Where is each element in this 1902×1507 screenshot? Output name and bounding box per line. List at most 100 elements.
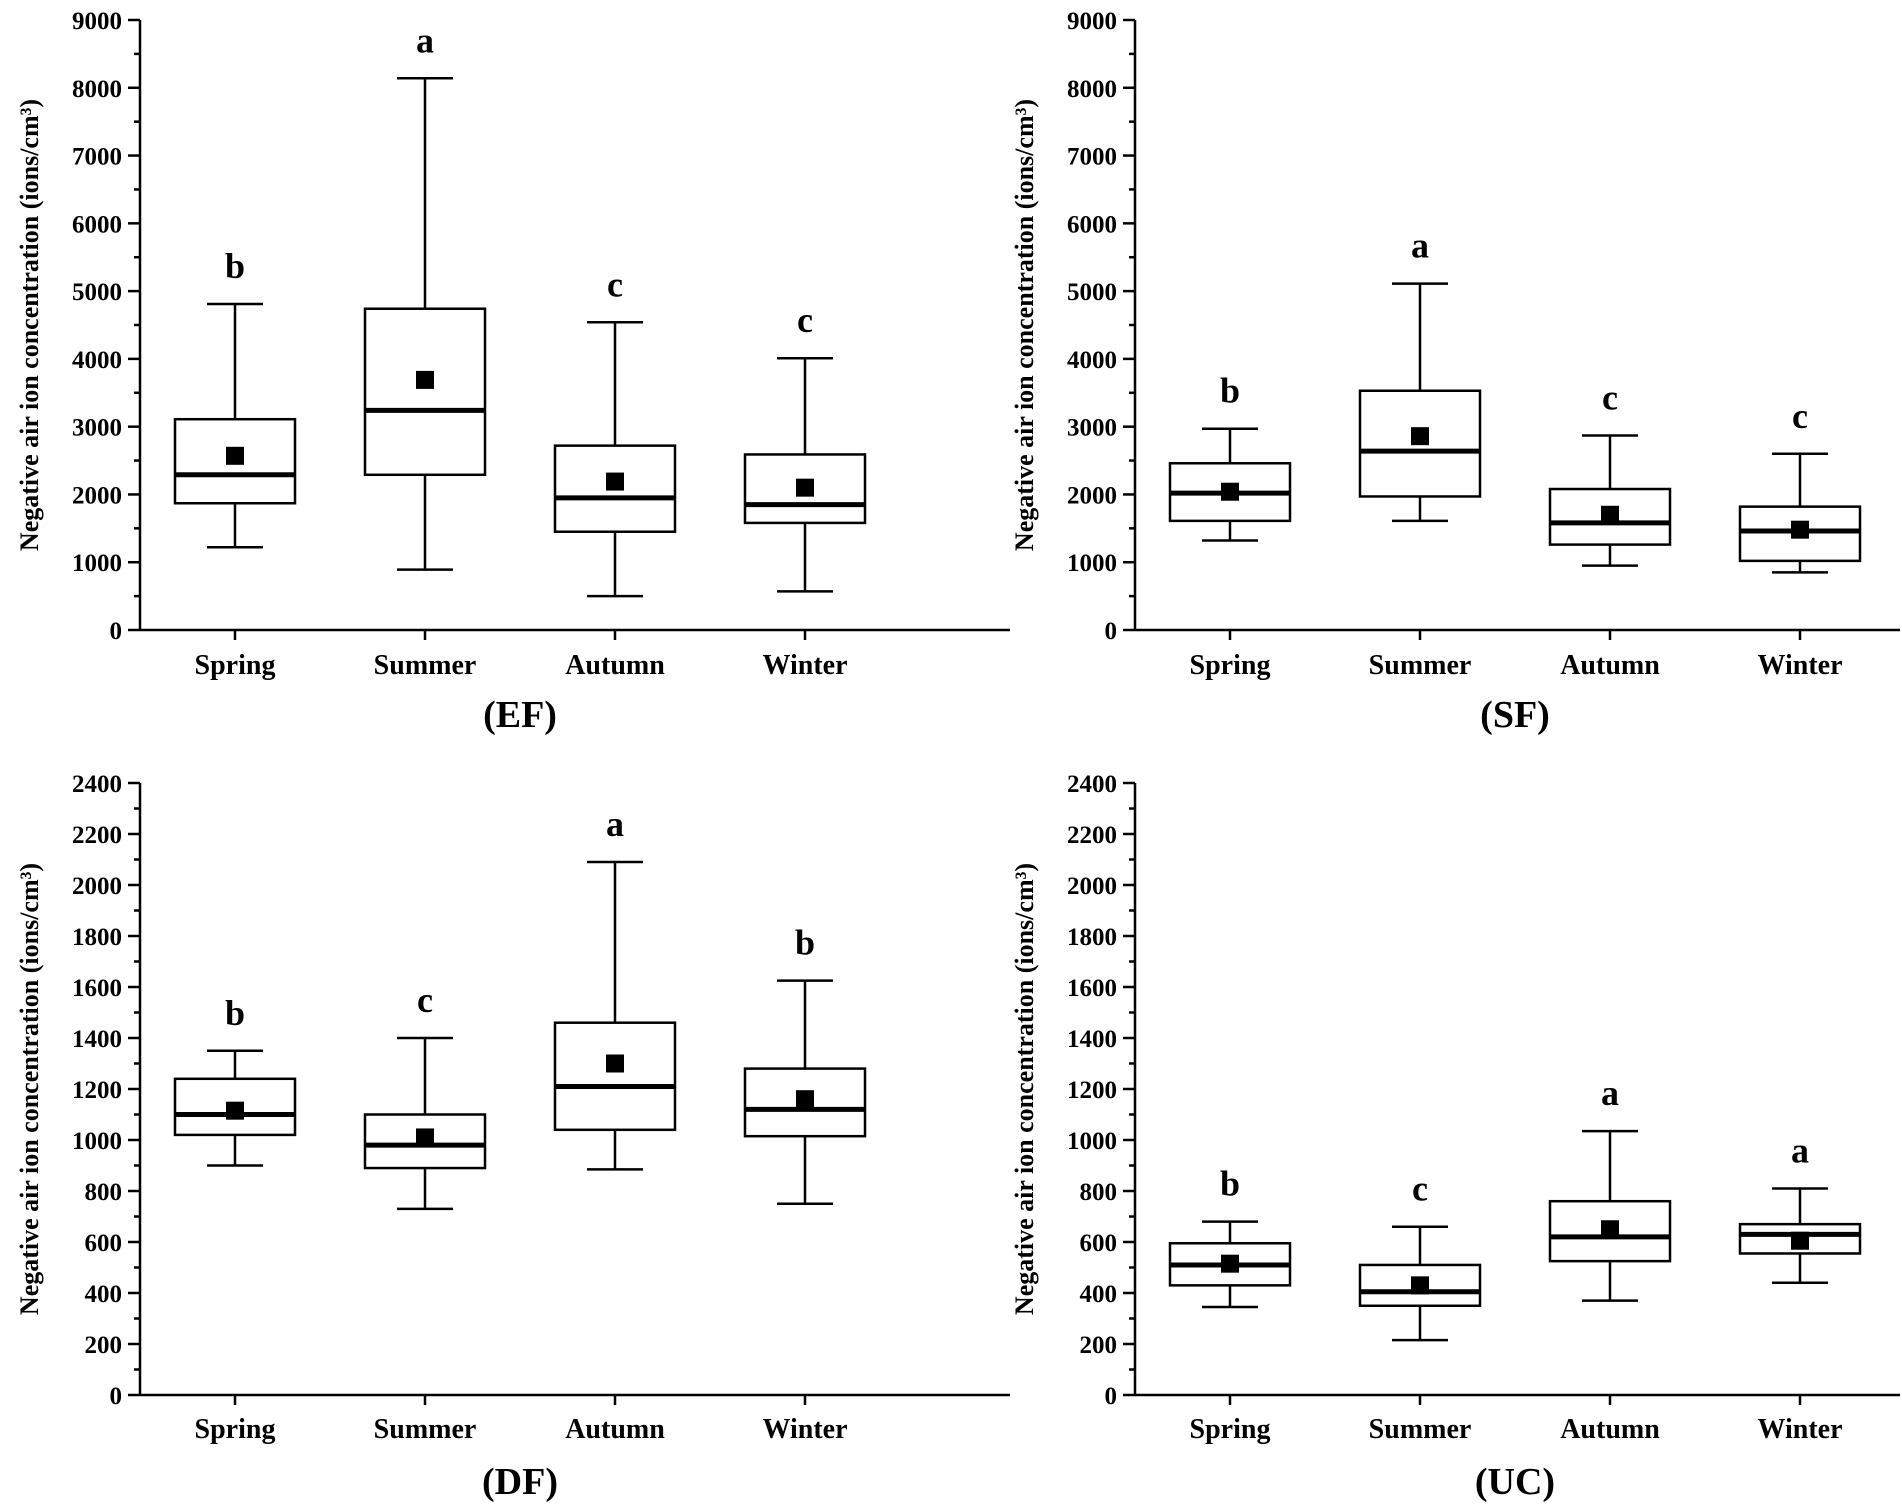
box-autumn: Autumn c	[1548, 377, 1672, 681]
category-label: Autumn	[1560, 1414, 1660, 1445]
y-axis-label: Negative air ion concentration (ions/cm³…	[15, 99, 44, 551]
box-summer: Summer c	[363, 980, 487, 1445]
significance-letter: c	[1412, 1169, 1428, 1209]
y-tick-label: 7000	[72, 144, 122, 171]
y-tick-label: 1600	[72, 975, 122, 1002]
category-label: Winter	[1757, 1414, 1842, 1445]
mean-marker	[226, 1101, 244, 1120]
y-tick-label: 8000	[72, 76, 122, 103]
category-label: Summer	[374, 1414, 477, 1445]
y-axis-label: Negative air ion concentration (ions/cm³…	[15, 863, 44, 1315]
significance-letter: a	[1791, 1130, 1809, 1170]
box-summer: Summer a	[363, 20, 487, 681]
y-tick-label: 8000	[1067, 76, 1117, 103]
category-label: Autumn	[565, 1414, 665, 1445]
y-tick-label: 7000	[1067, 144, 1117, 171]
y-tick-label: 2400	[1067, 771, 1117, 798]
y-tick-label: 1800	[72, 924, 122, 951]
y-tick-label: 5000	[1067, 279, 1117, 306]
y-tick-label: 1000	[72, 1128, 122, 1155]
iqr-box	[1738, 505, 1862, 563]
y-tick-label: 9000	[72, 8, 122, 35]
y-tick-label: 0	[110, 1383, 123, 1410]
box-winter: Winter c	[743, 300, 867, 681]
mean-marker	[1221, 1254, 1239, 1273]
box-winter: Winter c	[1738, 396, 1862, 681]
y-axis-label: Negative air ion concentration (ions/cm³…	[1010, 863, 1039, 1315]
significance-letter: b	[1220, 371, 1240, 411]
panel-ef: 0 1000 2000 3000 4000 5000 6000 7000 8000 9000 Neg…	[15, 8, 1010, 736]
mean-marker	[1411, 427, 1429, 446]
y-tick-label: 9000	[1067, 8, 1117, 35]
box-spring: Spring b	[1168, 371, 1292, 681]
box-winter: Winter a	[1738, 1130, 1862, 1445]
y-tick-label: 1600	[1067, 975, 1117, 1002]
y-tick-label: 800	[85, 1179, 123, 1206]
category-label: Autumn	[565, 650, 665, 681]
y-tick-label: 2200	[72, 822, 122, 849]
significance-letter: a	[606, 804, 624, 844]
y-tick-label: 1000	[72, 550, 122, 577]
significance-letter: b	[795, 923, 815, 963]
panel-uc: 0 200 400 600 800 1000 1200 1400 1600 1800 2000 220…	[1010, 771, 1900, 1503]
y-tick-label: 200	[1080, 1332, 1118, 1359]
iqr-box	[363, 307, 487, 477]
mean-marker	[606, 472, 624, 491]
mean-marker	[1221, 482, 1239, 501]
category-label: Summer	[374, 650, 477, 681]
y-tick-label: 2400	[72, 771, 122, 798]
category-label: Spring	[1190, 1414, 1271, 1445]
mean-marker	[226, 446, 244, 465]
mean-marker	[416, 1128, 434, 1147]
y-tick-label: 400	[85, 1281, 123, 1308]
significance-letter: c	[417, 980, 433, 1020]
box-winter: Winter b	[743, 923, 867, 1445]
mean-marker	[606, 1054, 624, 1073]
y-tick-label: 5000	[72, 279, 122, 306]
mean-marker	[1601, 505, 1619, 524]
mean-marker	[796, 1090, 814, 1109]
significance-letter: b	[225, 246, 245, 286]
category-label: Summer	[1369, 1414, 1472, 1445]
box-summer: Summer c	[1358, 1169, 1482, 1445]
y-tick-label: 4000	[1067, 347, 1117, 374]
category-label: Spring	[195, 650, 276, 681]
category-label: Winter	[762, 1414, 847, 1445]
category-label: Winter	[1757, 650, 1842, 681]
category-label: Spring	[195, 1414, 276, 1445]
y-tick-label: 4000	[72, 347, 122, 374]
significance-letter: a	[1601, 1073, 1619, 1113]
significance-letter: b	[225, 993, 245, 1033]
y-tick-label: 1200	[1067, 1077, 1117, 1104]
category-label: Spring	[1190, 650, 1271, 681]
panel-label: (DF)	[482, 1461, 558, 1503]
significance-letter: c	[797, 300, 813, 340]
y-tick-label: 0	[1105, 618, 1118, 645]
y-tick-label: 1200	[72, 1077, 122, 1104]
box-autumn: Autumn a	[1548, 1073, 1672, 1445]
significance-letter: c	[1602, 377, 1618, 417]
mean-marker	[1411, 1276, 1429, 1295]
y-tick-label: 0	[110, 618, 123, 645]
iqr-box	[553, 1021, 677, 1132]
panels: 0100020003000400050006000700080009000Neg…	[15, 8, 1900, 1503]
category-label: Autumn	[1560, 650, 1660, 681]
box-autumn: Autumn c	[553, 264, 677, 681]
y-tick-label: 1000	[1067, 550, 1117, 577]
panel-label: (SF)	[1480, 694, 1550, 736]
y-tick-label: 2000	[1067, 482, 1117, 509]
category-label: Winter	[762, 650, 847, 681]
y-tick-label: 600	[85, 1230, 123, 1257]
y-tick-label: 2000	[1067, 873, 1117, 900]
y-tick-label: 1400	[72, 1026, 122, 1053]
y-tick-label: 200	[85, 1332, 123, 1359]
y-tick-label: 1800	[1067, 924, 1117, 951]
y-tick-label: 2000	[72, 873, 122, 900]
mean-marker	[1601, 1220, 1619, 1239]
y-tick-label: 2000	[72, 482, 122, 509]
mean-marker	[796, 478, 814, 497]
category-label: Summer	[1369, 650, 1472, 681]
y-tick-label: 1400	[1067, 1026, 1117, 1053]
panel-label: (EF)	[483, 694, 557, 736]
